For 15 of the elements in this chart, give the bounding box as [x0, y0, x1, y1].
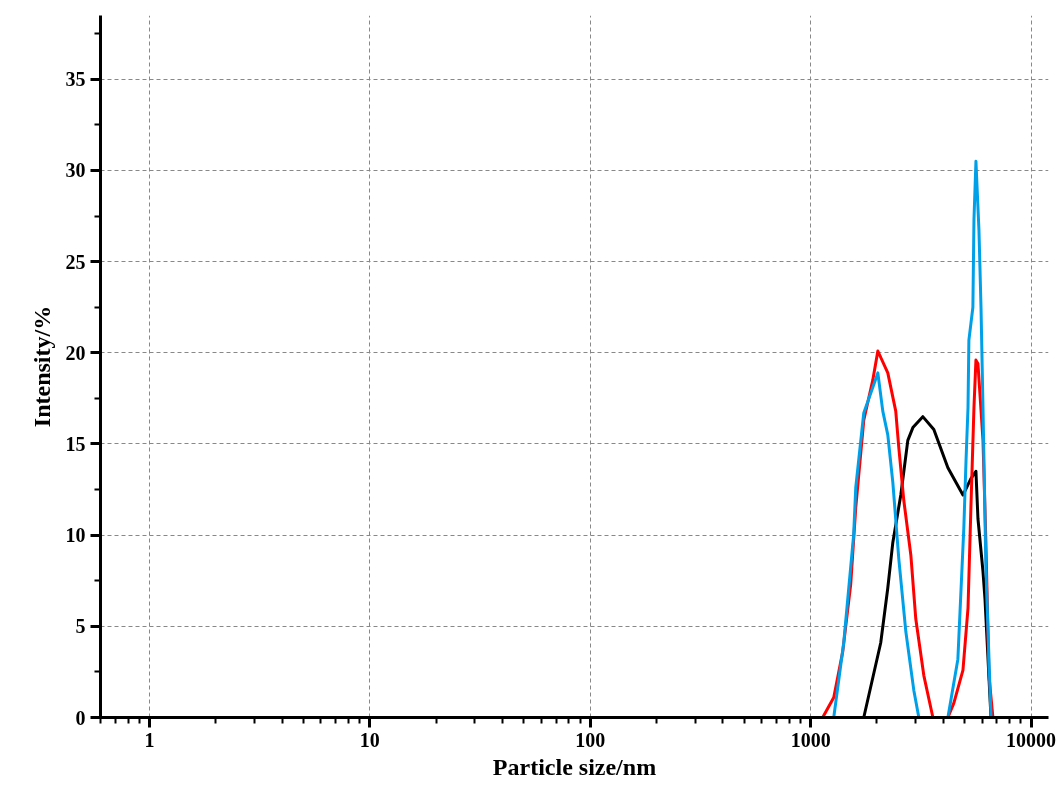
y-tick-label: 10: [65, 524, 86, 547]
x-tick-label: 10000: [1006, 728, 1057, 751]
x-tick-label: 100: [575, 728, 606, 751]
y-tick-label: 35: [65, 68, 86, 91]
y-tick-label: 20: [65, 341, 86, 364]
x-tick-label: 1: [144, 728, 155, 751]
x-axis-title: Particle size/nm: [492, 753, 657, 780]
y-tick-label: 25: [65, 250, 86, 273]
y-tick-label: 0: [75, 706, 86, 729]
y-axis-title: Intensity/%: [28, 305, 55, 428]
y-tick-label: 30: [65, 159, 86, 182]
y-tick-label: 5: [75, 615, 86, 638]
x-tick-label: 10: [359, 728, 380, 751]
x-tick-label: 1000: [790, 728, 831, 751]
y-tick-label: 15: [65, 432, 86, 455]
